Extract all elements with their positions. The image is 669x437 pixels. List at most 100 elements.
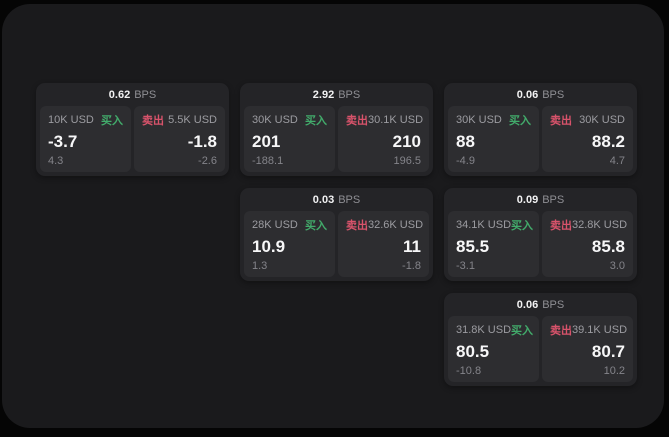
sell-amount: 32.8K USD (572, 219, 628, 231)
quote-cards-grid: 0.62 BPS 10K USD 买入 -3.7 4.3 卖出 (36, 83, 637, 386)
buy-sub-value: -10.8 (456, 365, 482, 377)
sell-side-label: 卖出 (550, 220, 572, 232)
sell-top-row: 卖出 30.1K USD (346, 112, 424, 128)
buy-amount: 31.8K USD (456, 324, 512, 336)
buy-top-row: 31.8K USD 买入 (456, 322, 534, 338)
sell-top-row: 卖出 5.5K USD (142, 112, 217, 128)
sell-sub-value: 10.2 (603, 365, 625, 377)
buy-price: 88 (456, 132, 475, 151)
quote-card: 0.03 BPS 28K USD 买入 10.9 1.3 卖出 (240, 188, 433, 281)
sell-amount: 30K USD (579, 114, 625, 126)
card-header: 0.09 BPS (444, 188, 637, 211)
sell-amount: 30.1K USD (368, 114, 424, 126)
buy-sub-value: -4.9 (456, 155, 475, 167)
buy-sub-value: -188.1 (252, 155, 284, 167)
buy-panel[interactable]: 31.8K USD 买入 80.5 -10.8 (448, 316, 539, 382)
sell-amount: 5.5K USD (168, 114, 217, 126)
sell-amount: 39.1K USD (572, 324, 628, 336)
buy-amount: 30K USD (252, 114, 298, 126)
card-header: 0.06 BPS (444, 83, 637, 106)
spread-value: 0.03 (312, 193, 335, 206)
buy-panel[interactable]: 30K USD 买入 201 -188.1 (244, 106, 335, 172)
sell-sub-value: 196.5 (393, 155, 421, 167)
sell-amount: 32.6K USD (368, 219, 424, 231)
sell-price: 80.7 (591, 342, 625, 361)
quote-card: 0.62 BPS 10K USD 买入 -3.7 4.3 卖出 (36, 83, 229, 176)
sell-price: 88.2 (591, 132, 625, 151)
buy-side-label: 买入 (305, 220, 327, 232)
quote-panels: 34.1K USD 买入 85.5 -3.1 卖出 32.8K USD 85.8… (444, 211, 637, 281)
quote-card: 0.09 BPS 34.1K USD 买入 85.5 -3.1 卖出 (444, 188, 637, 281)
sell-side-label: 卖出 (550, 325, 572, 337)
buy-top-row: 28K USD 买入 (252, 217, 327, 233)
quote-panels: 28K USD 买入 10.9 1.3 卖出 32.6K USD 11 -1.8 (240, 211, 433, 281)
card-header: 0.06 BPS (444, 293, 637, 316)
quote-panels: 10K USD 买入 -3.7 4.3 卖出 5.5K USD -1.8 -2.… (36, 106, 229, 176)
spread-unit: BPS (338, 193, 361, 206)
sell-sub-value: 4.7 (609, 155, 625, 167)
spread-unit: BPS (134, 88, 157, 101)
buy-panel[interactable]: 28K USD 买入 10.9 1.3 (244, 211, 335, 277)
card-header: 2.92 BPS (240, 83, 433, 106)
buy-amount: 10K USD (48, 114, 94, 126)
sell-panel[interactable]: 卖出 32.6K USD 11 -1.8 (338, 211, 429, 277)
spread-value: 0.06 (516, 298, 539, 311)
buy-price: 10.9 (252, 237, 286, 256)
buy-amount: 28K USD (252, 219, 298, 231)
buy-side-label: 买入 (511, 325, 534, 337)
buy-side-label: 买入 (305, 115, 327, 127)
sell-side-label: 卖出 (346, 220, 368, 232)
buy-sub-value: 1.3 (252, 260, 268, 272)
sell-sub-value: -1.8 (402, 260, 421, 272)
buy-side-label: 买入 (509, 115, 531, 127)
spread-unit: BPS (542, 88, 565, 101)
buy-side-label: 买入 (511, 220, 534, 232)
buy-price: 80.5 (456, 342, 490, 361)
buy-sub-value: 4.3 (48, 155, 64, 167)
buy-price: 85.5 (456, 237, 490, 256)
sell-panel[interactable]: 卖出 32.8K USD 85.8 3.0 (542, 211, 633, 277)
buy-top-row: 10K USD 买入 (48, 112, 123, 128)
sell-price: 210 (392, 132, 421, 151)
sell-sub-value: -2.6 (198, 155, 217, 167)
quote-card: 0.06 BPS 30K USD 买入 88 -4.9 卖出 (444, 83, 637, 176)
sell-panel[interactable]: 卖出 5.5K USD -1.8 -2.6 (134, 106, 225, 172)
buy-price: -3.7 (48, 132, 78, 151)
buy-price: 201 (252, 132, 281, 151)
sell-panel[interactable]: 卖出 30K USD 88.2 4.7 (542, 106, 633, 172)
quote-card: 2.92 BPS 30K USD 买入 201 -188.1 卖出 (240, 83, 433, 176)
sell-price: -1.8 (187, 132, 217, 151)
buy-panel[interactable]: 10K USD 买入 -3.7 4.3 (40, 106, 131, 172)
quote-card: 0.06 BPS 31.8K USD 买入 80.5 -10.8 卖 (444, 293, 637, 386)
sell-top-row: 卖出 39.1K USD (550, 322, 628, 338)
sell-side-label: 卖出 (346, 115, 368, 127)
spread-value: 0.06 (516, 88, 539, 101)
sell-panel[interactable]: 卖出 39.1K USD 80.7 10.2 (542, 316, 633, 382)
spread-value: 0.62 (108, 88, 131, 101)
sell-top-row: 卖出 32.8K USD (550, 217, 628, 233)
sell-sub-value: 3.0 (609, 260, 625, 272)
quote-panels: 30K USD 买入 88 -4.9 卖出 30K USD 88.2 4.7 (444, 106, 637, 176)
buy-top-row: 34.1K USD 买入 (456, 217, 534, 233)
card-header: 0.62 BPS (36, 83, 229, 106)
buy-panel[interactable]: 30K USD 买入 88 -4.9 (448, 106, 539, 172)
buy-top-row: 30K USD 买入 (456, 112, 531, 128)
buy-top-row: 30K USD 买入 (252, 112, 327, 128)
buy-sub-value: -3.1 (456, 260, 475, 272)
sell-side-label: 卖出 (550, 115, 572, 127)
spread-unit: BPS (542, 193, 565, 206)
sell-panel[interactable]: 卖出 30.1K USD 210 196.5 (338, 106, 429, 172)
spread-unit: BPS (338, 88, 361, 101)
sell-top-row: 卖出 30K USD (550, 112, 625, 128)
sell-top-row: 卖出 32.6K USD (346, 217, 424, 233)
card-header: 0.03 BPS (240, 188, 433, 211)
buy-amount: 34.1K USD (456, 219, 512, 231)
sell-price: 85.8 (591, 237, 625, 256)
spread-unit: BPS (542, 298, 565, 311)
buy-panel[interactable]: 34.1K USD 买入 85.5 -3.1 (448, 211, 539, 277)
spread-value: 0.09 (516, 193, 539, 206)
spread-value: 2.92 (312, 88, 335, 101)
quote-panels: 30K USD 买入 201 -188.1 卖出 30.1K USD 210 1… (240, 106, 433, 176)
buy-side-label: 买入 (101, 115, 123, 127)
